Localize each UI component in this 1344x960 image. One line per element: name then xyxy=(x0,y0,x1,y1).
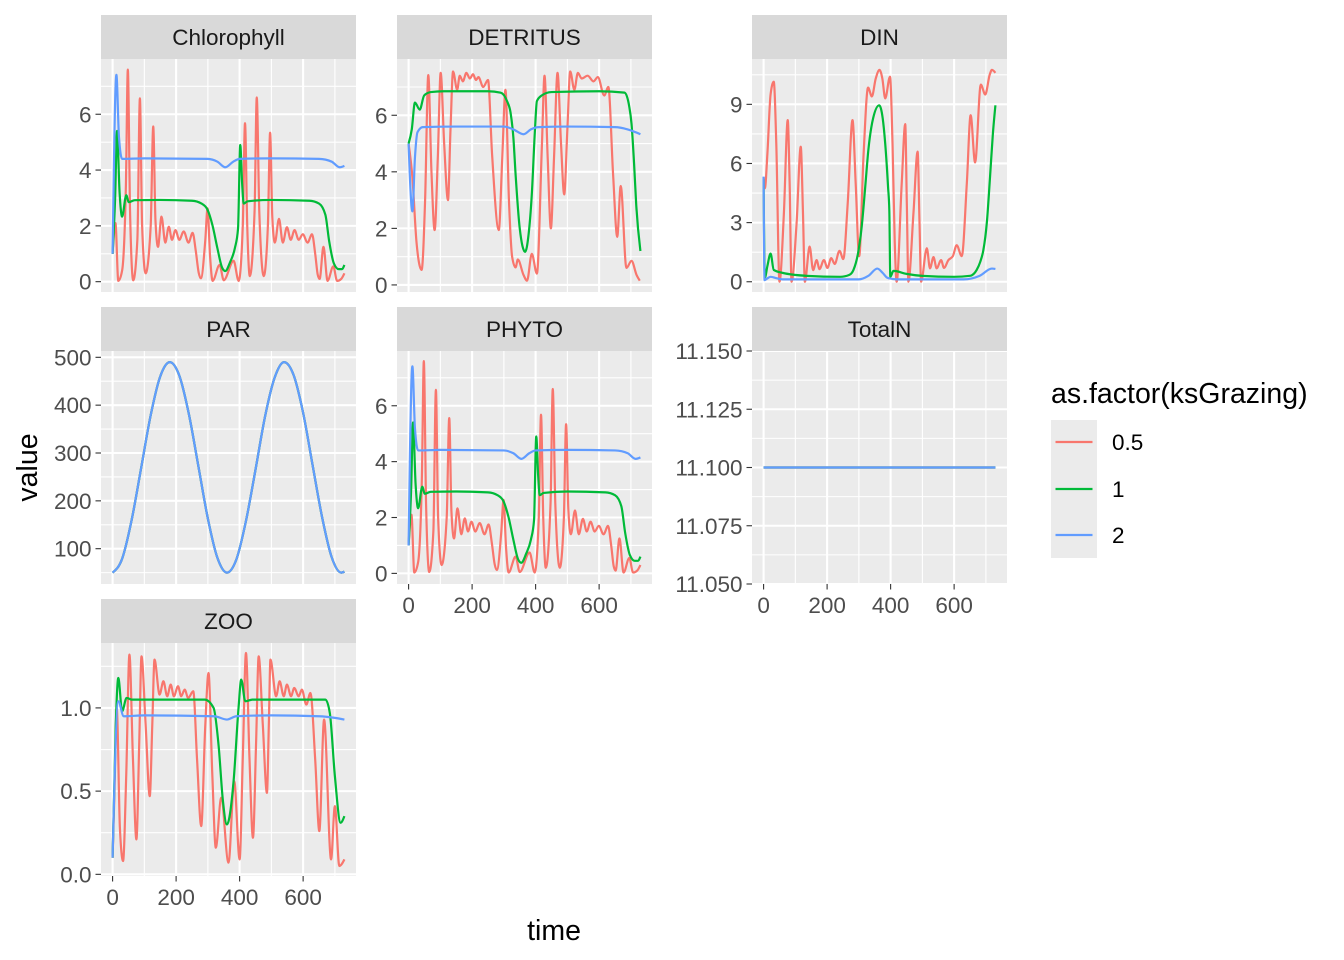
y-tick-label: 9 xyxy=(730,92,743,117)
strip-background xyxy=(397,15,652,59)
series-line-2 xyxy=(407,125,641,213)
y-tick-label: 0 xyxy=(79,270,92,295)
legend-label-0-5: 0.5 xyxy=(1112,430,1143,455)
legend: as.factor(ksGrazing) 0.5 1 2 xyxy=(1051,378,1308,558)
y-tick-label: 11.050 xyxy=(675,572,742,597)
x-tick-label: 0 xyxy=(106,885,119,910)
y-tick-label: 0.0 xyxy=(60,862,91,887)
series-line-0-5 xyxy=(407,70,641,282)
y-tick-label: 0 xyxy=(375,273,388,298)
x-tick-label: 0 xyxy=(757,593,770,618)
y-tick-label: 11.100 xyxy=(675,456,742,481)
y-tick-label: 11.075 xyxy=(675,514,742,539)
series-line-1 xyxy=(407,421,642,564)
y-tick-label: 6 xyxy=(375,394,388,419)
series-line-0-5 xyxy=(407,359,642,574)
legend-entry-2: 2 xyxy=(1055,523,1125,548)
legend-entry-0-5: 0.5 xyxy=(1055,430,1143,455)
facet-din: DIN 0 3 6 9 xyxy=(730,15,1007,295)
facet-totaln: TotalN 11.050 11.075 11.100 11.125 11.150 0 200… xyxy=(675,307,1007,618)
y-tick-label: 100 xyxy=(54,537,92,562)
y-tick-label: 4 xyxy=(375,160,388,185)
strip-background xyxy=(101,15,356,59)
y-tick-label: 11.125 xyxy=(675,397,742,422)
series-line-1 xyxy=(111,129,346,273)
strip-label: ZOO xyxy=(204,609,253,634)
x-tick-label: 200 xyxy=(157,885,195,910)
y-tick-label: 0.5 xyxy=(60,779,91,804)
x-tick-label: 600 xyxy=(935,593,973,618)
facet-chlorophyll: Chlorophyll 0 2 4 6 xyxy=(79,15,356,295)
y-tick-label: 2 xyxy=(375,506,388,531)
y-tick-label: 6 xyxy=(730,151,743,176)
y-axis-title: value xyxy=(12,433,44,501)
x-tick-label: 200 xyxy=(808,593,846,618)
legend-entry-1: 1 xyxy=(1055,477,1125,502)
y-tick-label: 200 xyxy=(54,489,92,514)
x-tick-label: 600 xyxy=(284,885,322,910)
facet-par: PAR 100 200 300 400 500 xyxy=(54,307,356,584)
x-tick-label: 600 xyxy=(580,593,618,618)
series-line-1 xyxy=(407,90,642,253)
x-tick-label: 200 xyxy=(453,593,491,618)
strip-label: TotalN xyxy=(848,317,912,342)
series-line-0-5 xyxy=(111,68,346,282)
strip-background xyxy=(101,599,356,643)
x-tick-label: 400 xyxy=(517,593,555,618)
y-tick-label: 0 xyxy=(375,561,388,586)
facet-panels: Chlorophyll 0 2 4 6 DETRITUS 0 2 4 6 DIN 0 3 6 9 PAR 100… xyxy=(54,15,1007,910)
y-tick-label: 2 xyxy=(79,214,92,239)
series-line-2 xyxy=(111,73,345,254)
y-tick-label: 300 xyxy=(54,441,92,466)
y-tick-label: 11.150 xyxy=(675,339,742,364)
y-tick-label: 400 xyxy=(54,393,92,418)
x-axis-title: time xyxy=(527,915,581,947)
y-tick-label: 3 xyxy=(730,211,743,236)
strip-label: DETRITUS xyxy=(468,25,581,50)
y-tick-label: 500 xyxy=(54,345,92,370)
legend-title: as.factor(ksGrazing) xyxy=(1051,378,1308,410)
series-line-2 xyxy=(111,700,345,858)
facet-detritus: DETRITUS 0 2 4 6 xyxy=(375,15,652,298)
y-tick-label: 4 xyxy=(79,158,92,183)
strip-background xyxy=(752,15,1007,59)
y-tick-label: 6 xyxy=(79,102,92,127)
legend-label-1: 1 xyxy=(1112,477,1125,502)
x-tick-label: 400 xyxy=(221,885,259,910)
series-line-2 xyxy=(407,365,641,546)
x-tick-label: 400 xyxy=(872,593,910,618)
facet-zoo: ZOO 0.0 0.5 1.0 0 200 400 600 xyxy=(60,599,356,910)
series-line-0-5 xyxy=(111,651,346,868)
x-tick-label: 0 xyxy=(402,593,415,618)
strip-background xyxy=(397,307,652,351)
strip-label: PHYTO xyxy=(486,317,563,342)
series-line-2 xyxy=(762,176,996,282)
y-tick-label: 4 xyxy=(375,450,388,475)
strip-label: PAR xyxy=(206,317,251,342)
series-line-2 xyxy=(111,361,345,574)
y-tick-label: 6 xyxy=(375,103,388,128)
y-tick-label: 0 xyxy=(730,270,743,295)
series-line-0-5 xyxy=(762,68,997,283)
strip-background xyxy=(101,307,356,351)
legend-label-2: 2 xyxy=(1112,523,1125,548)
strip-background xyxy=(752,307,1007,351)
strip-label: DIN xyxy=(860,25,899,50)
y-tick-label: 1.0 xyxy=(60,696,91,721)
y-tick-label: 2 xyxy=(375,216,388,241)
facet-phyto: PHYTO 0 2 4 6 0 200 400 600 xyxy=(375,307,652,618)
strip-label: Chlorophyll xyxy=(172,25,285,50)
series-line-1 xyxy=(762,104,997,279)
